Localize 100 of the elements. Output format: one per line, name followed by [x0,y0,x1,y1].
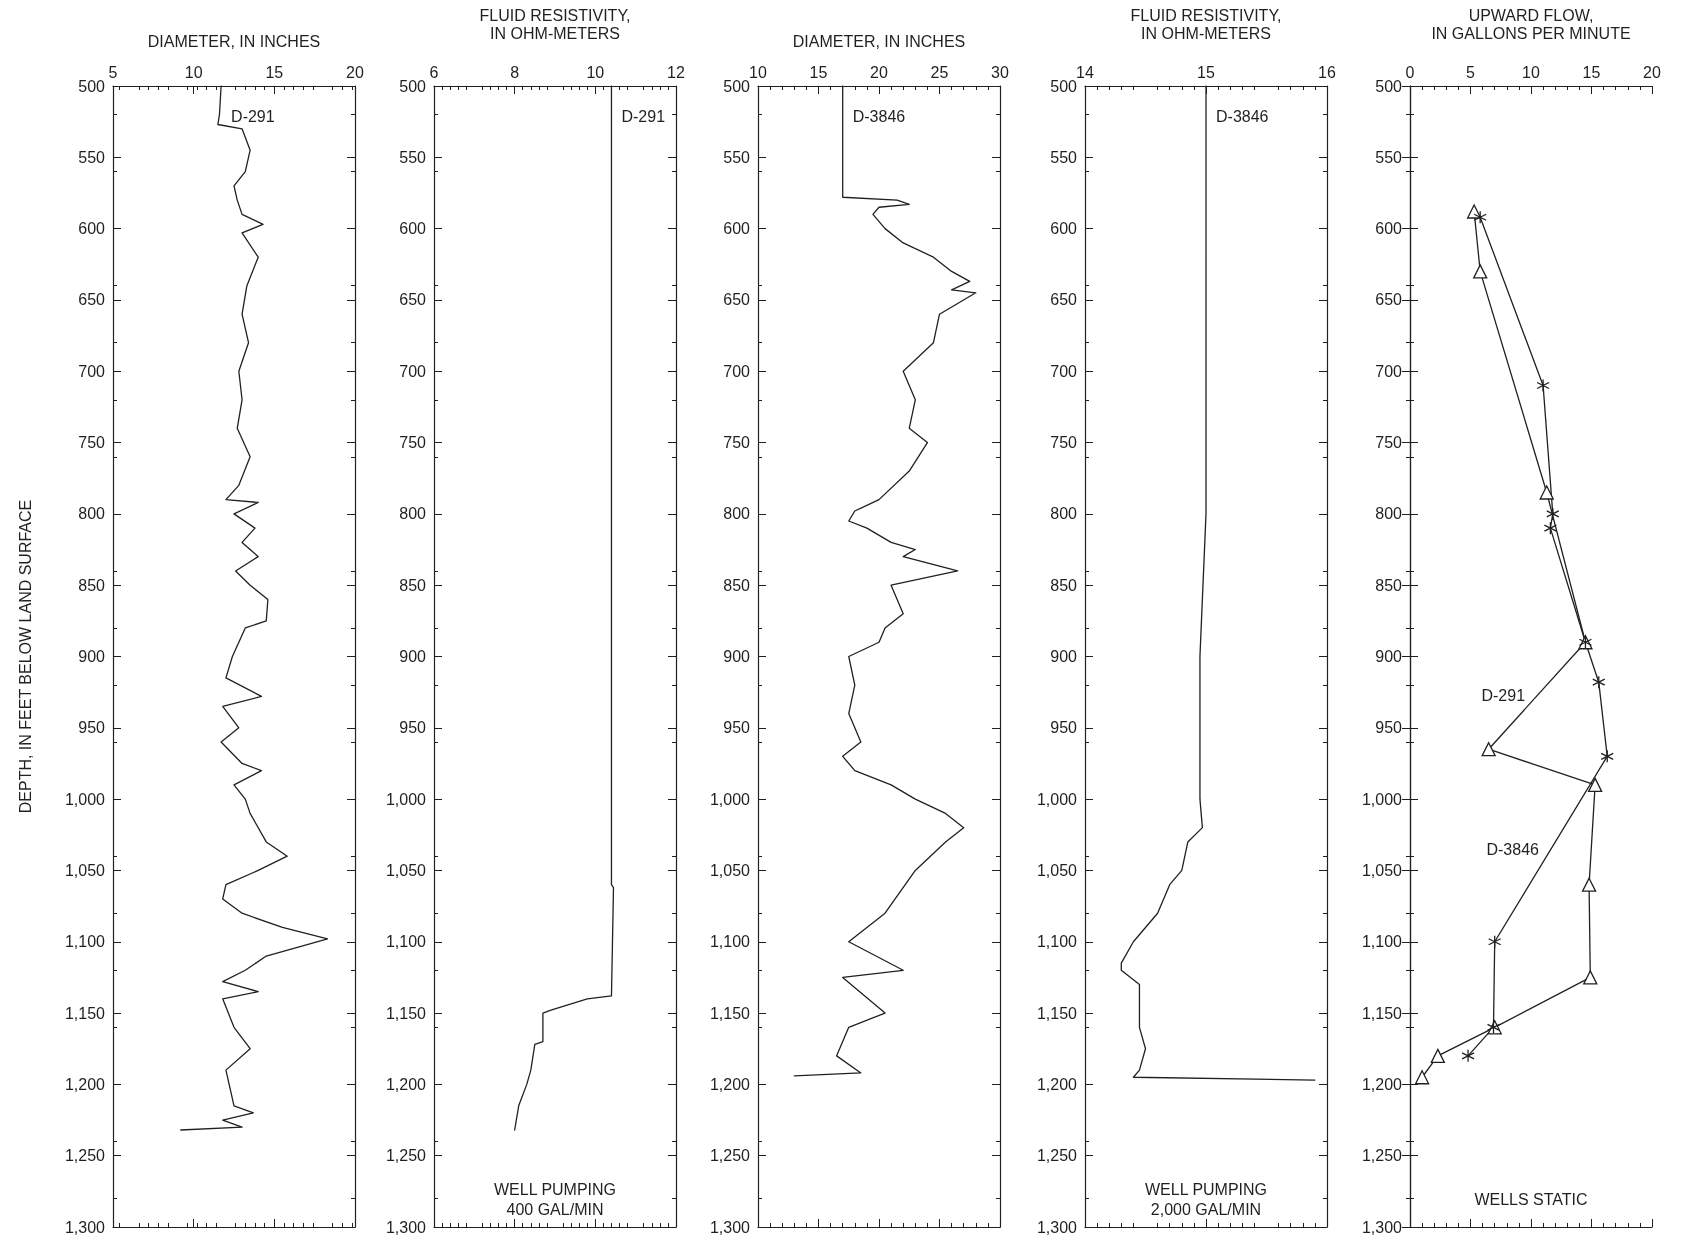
y-tick-label: 850 [399,576,427,594]
y-tick-label: 550 [1050,148,1078,166]
y-tick-label: 1,150 [64,1004,106,1022]
y-tick-label: 700 [1375,362,1403,380]
y-tick-label: 650 [1375,291,1403,309]
series-label: D-3846 [1486,840,1540,858]
y-tick-label: 950 [1375,719,1403,737]
y-tick-label: 1,000 [1036,790,1078,808]
x-axis-title: UPWARD FLOW, IN GALLONS PER MINUTE [1431,6,1631,42]
legend-label: D-291 [621,107,666,125]
y-tick-label: 800 [1375,505,1403,523]
y-tick-label: 700 [723,362,751,380]
x-tick-label: 14 [1076,63,1094,81]
y-tick-label: 1,100 [64,933,106,951]
y-tick-label: 750 [399,434,427,452]
y-tick-label: 700 [1050,362,1078,380]
x-tick-label: 5 [1466,63,1476,81]
y-tick-label: 550 [399,148,427,166]
x-tick-label: 25 [930,63,949,81]
annotation: WELL PUMPING 2,000 GAL/MIN [1144,1180,1268,1218]
y-tick-label: 1,050 [1361,861,1403,879]
y-tick-label: 650 [399,291,427,309]
y-tick-label: 1,300 [1036,1218,1078,1236]
x-axis-title: FLUID RESISTIVITY, IN OHM-METERS [1130,6,1282,42]
y-tick-label: 550 [78,148,106,166]
y-tick-label: 1,100 [385,933,427,951]
y-tick-label: 700 [399,362,427,380]
y-tick-label: 900 [399,648,427,665]
y-tick-label: 1,000 [385,790,427,808]
y-tick-label: 600 [723,220,751,238]
y-tick-label: 650 [1050,291,1078,309]
y-tick-label: 900 [1050,648,1078,665]
x-tick-label: 15 [265,63,284,81]
y-tick-label: 1,200 [385,1075,427,1093]
x-tick-label: 20 [1643,63,1661,81]
y-tick-label: 750 [723,434,751,452]
y-tick-label: 800 [1050,505,1078,523]
x-tick-label: 20 [870,63,888,81]
y-tick-label: 500 [1375,77,1403,95]
y-tick-label: 1,000 [64,790,106,808]
x-tick-label: 15 [1197,63,1215,81]
y-tick-label: 650 [78,291,106,309]
x-tick-label: 5 [108,63,118,81]
y-tick-label: 900 [1375,648,1403,665]
y-tick-label: 500 [1050,77,1078,95]
y-tick-label: 750 [78,434,106,452]
y-tick-label: 500 [723,77,751,95]
y-tick-label: 800 [723,505,751,523]
y-tick-label: 1,050 [1036,861,1078,879]
y-tick-label: 850 [723,576,751,594]
y-tick-label: 1,000 [709,790,751,808]
y-tick-label: 750 [1050,434,1078,452]
y-tick-label: 1,300 [709,1218,751,1236]
y-tick-label: 500 [78,77,106,95]
y-tick-label: 1,300 [1361,1218,1403,1236]
y-tick-label: 900 [723,648,751,665]
y-tick-label: 1,050 [64,861,106,879]
y-tick-label: 1,150 [385,1004,427,1022]
x-tick-label: 12 [667,63,685,81]
y-tick-label: 1,200 [709,1075,751,1093]
x-tick-label: 16 [1318,63,1336,81]
x-tick-label: 10 [184,63,203,81]
y-tick-label: 1,050 [709,861,751,879]
y-tick-label: 650 [723,291,751,309]
y-tick-label: 550 [723,148,751,166]
y-tick-label: 600 [399,220,427,238]
x-tick-label: 30 [991,63,1009,81]
y-tick-label: 1,100 [1036,933,1078,951]
y-tick-label: 1,200 [64,1075,106,1093]
y-tick-label: 1,300 [385,1218,427,1236]
x-tick-label: 0 [1405,63,1415,81]
y-tick-label: 1,150 [709,1004,751,1022]
series-label: D-3846 [852,107,906,125]
y-tick-label: 1,200 [1036,1075,1078,1093]
y-tick-label: 750 [1375,434,1403,452]
y-tick-label: 950 [723,719,751,737]
y-tick-label: 1,100 [1361,933,1403,951]
annotation: WELLS STATIC [1474,1190,1588,1208]
y-tick-label: 1,250 [64,1147,106,1165]
y-tick-label: 1,050 [385,861,427,879]
y-tick-label: 950 [399,719,427,737]
x-tick-label: 20 [346,63,364,81]
y-tick-label: 850 [1050,576,1078,594]
x-tick-label: 15 [1582,63,1601,81]
x-tick-label: 6 [429,63,439,81]
y-tick-label: 600 [78,220,106,238]
y-tick-label: 1,300 [64,1218,106,1236]
y-tick-label: 550 [1375,148,1403,166]
x-axis-title: DIAMETER, IN INCHES [792,32,966,50]
y-tick-label: 1,100 [709,933,751,951]
y-tick-label: 900 [78,648,106,665]
y-tick-label: 1,250 [709,1147,751,1165]
y-axis-title: DEPTH, IN FEET BELOW LAND SURFACE [16,499,34,814]
x-axis-title: FLUID RESISTIVITY, IN OHM-METERS [479,6,631,42]
x-tick-label: 10 [749,63,767,81]
annotation: WELL PUMPING 400 GAL/MIN [493,1180,617,1218]
y-tick-label: 1,200 [1361,1075,1403,1093]
series-label: D-3846 [1216,107,1269,125]
x-tick-label: 10 [1522,63,1540,81]
x-axis-title: DIAMETER, IN INCHES [147,32,321,50]
